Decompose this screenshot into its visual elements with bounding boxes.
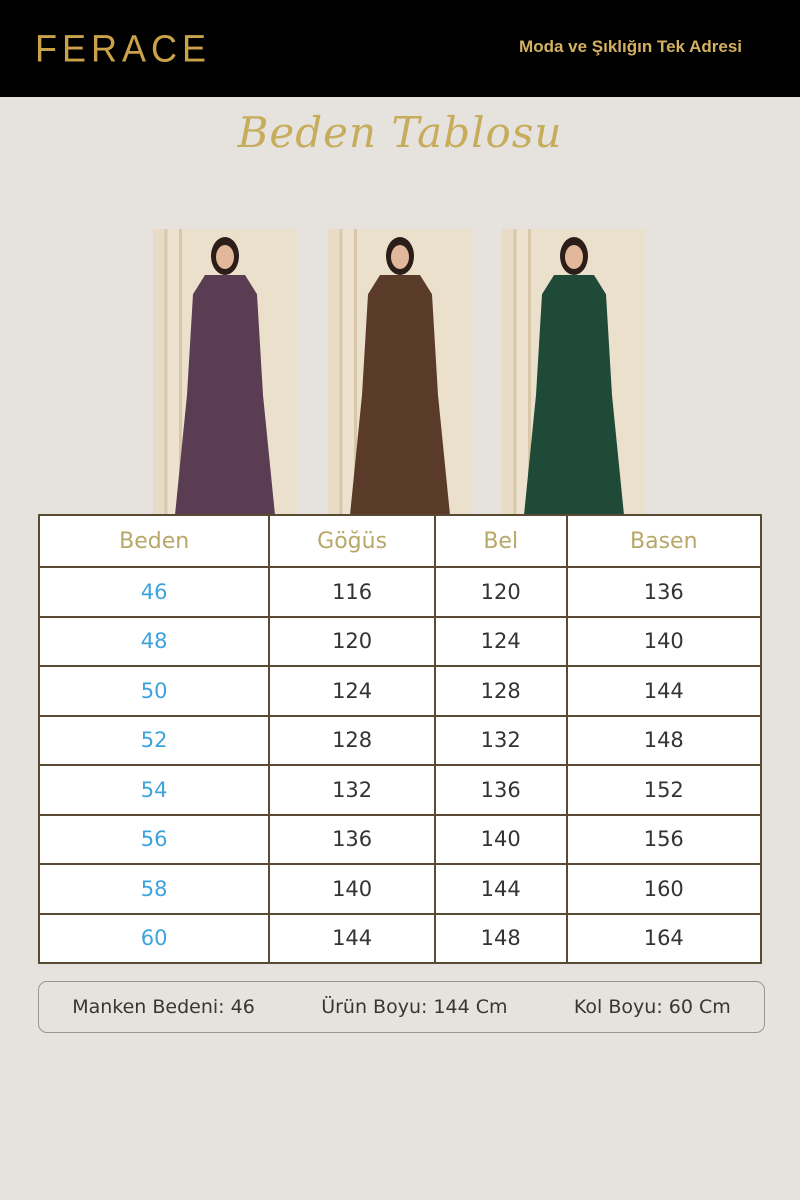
product-length: Ürün Boyu: 144 Cm — [321, 996, 508, 1018]
dress — [350, 275, 450, 514]
measurement-cell: 120 — [433, 566, 568, 618]
table-row: 48 120 124 140 — [37, 615, 763, 667]
measurement-cell: 136 — [565, 566, 763, 618]
measurement-cell: 124 — [433, 615, 568, 667]
measurement-cell: 164 — [565, 912, 763, 964]
model-photo — [153, 229, 297, 514]
size-cell: 58 — [37, 863, 271, 915]
size-cell: 54 — [37, 764, 271, 816]
model-face — [391, 245, 409, 269]
table-row: 46 116 120 136 — [37, 566, 763, 618]
page-title: Beden Tablosu — [237, 108, 563, 157]
sleeve-length: Kol Boyu: 60 Cm — [573, 996, 731, 1018]
measurement-cell: 132 — [268, 764, 436, 816]
model-photo — [328, 229, 472, 514]
measurement-cell: 136 — [433, 764, 568, 816]
size-cell: 52 — [37, 714, 271, 766]
size-cell: 46 — [37, 566, 271, 618]
size-cell: 48 — [37, 615, 271, 667]
dress — [524, 275, 624, 514]
measurement-cell: 144 — [433, 863, 568, 915]
measurement-cell: 128 — [433, 665, 568, 717]
table-row: 56 136 140 156 — [37, 813, 763, 865]
column-header: Basen — [565, 514, 763, 568]
measurement-cell: 140 — [433, 813, 568, 865]
measurement-cell: 144 — [565, 665, 763, 717]
measurement-cell: 160 — [565, 863, 763, 915]
brand-logo: FERACE — [35, 26, 212, 70]
measurement-cell: 140 — [268, 863, 436, 915]
size-cell: 56 — [37, 813, 271, 865]
table-row: 60 144 148 164 — [37, 912, 763, 964]
measurement-cell: 132 — [433, 714, 568, 766]
measurement-cell: 156 — [565, 813, 763, 865]
column-header: Bel — [433, 514, 568, 568]
measurement-cell: 116 — [268, 566, 436, 618]
column-header: Göğüs — [268, 514, 436, 568]
measurement-cell: 152 — [565, 764, 763, 816]
table-row: 52 128 132 148 — [37, 714, 763, 766]
measurement-cell: 148 — [565, 714, 763, 766]
measurement-cell: 148 — [433, 912, 568, 964]
model-face — [565, 245, 583, 269]
size-cell: 50 — [37, 665, 271, 717]
table-row: 58 140 144 160 — [37, 863, 763, 915]
header-bar: FERACE Moda ve Şıklığın Tek Adresi — [0, 0, 800, 97]
measurement-cell: 120 — [268, 615, 436, 667]
measurement-cell: 136 — [268, 813, 436, 865]
size-table: Beden Göğüs Bel Basen 46 116 120 136 48 120 124 14… — [37, 514, 763, 964]
model-size: Manken Bedeni: 46 — [72, 996, 255, 1018]
table-row: 54 132 136 152 — [37, 764, 763, 816]
measurement-cell: 128 — [268, 714, 436, 766]
dress — [175, 275, 275, 514]
column-header: Beden — [37, 514, 271, 568]
table-header-row: Beden Göğüs Bel Basen — [37, 514, 763, 568]
size-cell: 60 — [37, 912, 271, 964]
measurement-cell: 124 — [268, 665, 436, 717]
measurement-info-box: Manken Bedeni: 46 Ürün Boyu: 144 Cm Kol … — [38, 981, 765, 1033]
measurement-cell: 144 — [268, 912, 436, 964]
table-row: 50 124 128 144 — [37, 665, 763, 717]
measurement-cell: 140 — [565, 615, 763, 667]
slogan: Moda ve Şıklığın Tek Adresi — [519, 37, 742, 56]
model-photo — [502, 229, 646, 514]
model-face — [216, 245, 234, 269]
